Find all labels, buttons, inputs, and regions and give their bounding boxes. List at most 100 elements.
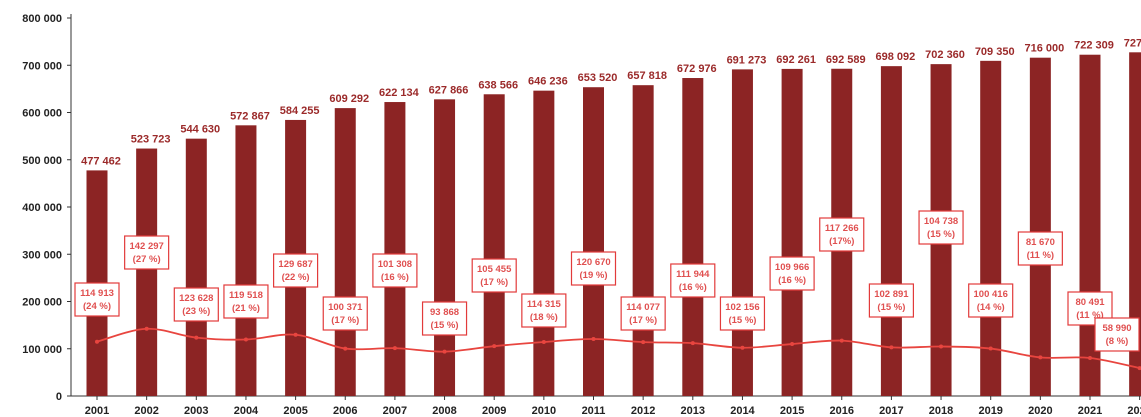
- bar-value-label: 653 520: [578, 72, 618, 84]
- line-point: [591, 336, 596, 341]
- bar-value-label: 544 630: [180, 124, 220, 136]
- line-value-label: 114 315: [527, 299, 562, 310]
- line-point: [442, 349, 447, 354]
- line-value-label: 120 670: [576, 257, 610, 268]
- line-percent-label: (8 %): [1106, 336, 1129, 347]
- bar-value-label: 702 360: [925, 49, 965, 61]
- x-tick-label: 2006: [333, 405, 357, 417]
- x-tick-label: 2016: [830, 405, 854, 417]
- line-label-box: [570, 251, 617, 286]
- x-tick-label: 2021: [1078, 405, 1102, 417]
- line-point: [1088, 355, 1092, 360]
- line-value-label: 80 491: [1075, 297, 1105, 308]
- bar-value-label: 584 255: [280, 105, 320, 117]
- line-label-box: [620, 296, 666, 331]
- line-point: [939, 344, 944, 349]
- line-value-label: 58 990: [1102, 323, 1131, 334]
- line-point: [144, 326, 149, 331]
- line-percent-label: (15 %): [728, 315, 756, 326]
- line-percent-label: (14 %): [977, 302, 1005, 313]
- bar-value-label: 523 723: [131, 134, 171, 146]
- y-tick-label: 100 000: [22, 344, 62, 356]
- line-point: [293, 332, 298, 337]
- bar: [483, 94, 505, 397]
- x-tick-label: 2017: [879, 405, 903, 417]
- line-point: [492, 344, 497, 349]
- y-tick-label: 200 000: [22, 297, 62, 309]
- line-point: [988, 346, 993, 351]
- line-value-label: 104 738: [924, 216, 958, 227]
- line-value-label: 117 266: [825, 223, 859, 234]
- line-label-box: [968, 283, 1014, 318]
- bar: [583, 87, 604, 397]
- line-value-label: 100 371: [328, 302, 363, 313]
- line-value-label: 111 944: [676, 269, 710, 280]
- x-tick-label: 2018: [929, 405, 953, 417]
- line-point: [1038, 355, 1043, 360]
- x-tick-label: 2009: [482, 405, 506, 417]
- line-label-box: [471, 258, 517, 293]
- line-percent-label: (17%): [829, 236, 854, 247]
- line-label-box: [719, 296, 766, 331]
- line-percent-label: (21 %): [232, 303, 260, 314]
- line-label-box: [173, 287, 219, 322]
- x-tick-label: 2019: [978, 405, 1002, 417]
- bar-value-label: 657 818: [627, 70, 667, 82]
- bar-value-label: 646 236: [528, 76, 568, 88]
- line-label-box: [521, 293, 567, 328]
- bar: [334, 108, 356, 396]
- line-value-label: 129 687: [278, 259, 312, 270]
- line-percent-label: (18 %): [530, 312, 558, 323]
- line-label-box: [670, 263, 716, 298]
- y-tick-label: 0: [56, 391, 62, 403]
- line-value-label: 114 077: [626, 302, 660, 313]
- x-tick-label: 2008: [432, 405, 456, 417]
- line-percent-label: (19 %): [580, 270, 608, 281]
- line-label-box: [1094, 317, 1140, 352]
- line-label-box: [124, 235, 170, 270]
- bar: [185, 138, 207, 396]
- x-tick-label: 2011: [582, 405, 606, 417]
- bar-value-label: 691 273: [727, 54, 767, 66]
- x-tick-label: 2007: [383, 405, 407, 417]
- line-value-label: 102 891: [874, 289, 909, 300]
- data-labels: 477 462 523 723 544 630 572 867 584 255 609 2…: [74, 37, 1141, 352]
- line-value-label: 93 868: [430, 307, 459, 318]
- x-tick-label: 2014: [730, 405, 755, 417]
- bar-value-label: 692 261: [776, 54, 816, 66]
- line-value-label: 119 518: [229, 290, 263, 301]
- line-label-box: [1017, 231, 1063, 266]
- line-point: [243, 337, 248, 342]
- bar: [384, 102, 406, 396]
- line-percent-label: (27 %): [133, 254, 161, 265]
- bar: [235, 125, 257, 396]
- y-tick-label: 500 000: [22, 155, 62, 167]
- line-label-box: [273, 253, 319, 288]
- line-label-box: [769, 256, 815, 291]
- bar: [1029, 57, 1051, 396]
- axes: 0 100 000 200 000 300 000 400 000 500 000 600 …: [22, 13, 1141, 417]
- bar-value-label: 722 309: [1074, 40, 1114, 52]
- x-tick-label: 2013: [681, 405, 705, 417]
- line-point: [1137, 366, 1141, 371]
- line-point: [392, 346, 397, 351]
- line-label-box: [74, 282, 120, 317]
- line-point: [641, 340, 646, 345]
- bar: [781, 68, 803, 396]
- x-tick-label: 2015: [780, 405, 804, 417]
- x-tick-label: 2012: [631, 405, 655, 417]
- bar-value-label: 698 092: [876, 51, 916, 63]
- bars: [86, 52, 1141, 397]
- x-tick-label: 2001: [85, 405, 109, 417]
- line-point: [541, 339, 546, 344]
- y-tick-label: 300 000: [22, 249, 62, 261]
- bar-value-label: 638 566: [478, 79, 518, 91]
- line-percent-label: (22 %): [282, 272, 310, 283]
- bar: [533, 90, 555, 396]
- bar-value-label: 609 292: [329, 93, 369, 105]
- line-label-box: [868, 283, 915, 318]
- bar: [1129, 52, 1141, 397]
- bar-value-label: 692 589: [826, 54, 866, 66]
- line-point: [889, 345, 894, 350]
- line-value-label: 142 297: [129, 241, 163, 252]
